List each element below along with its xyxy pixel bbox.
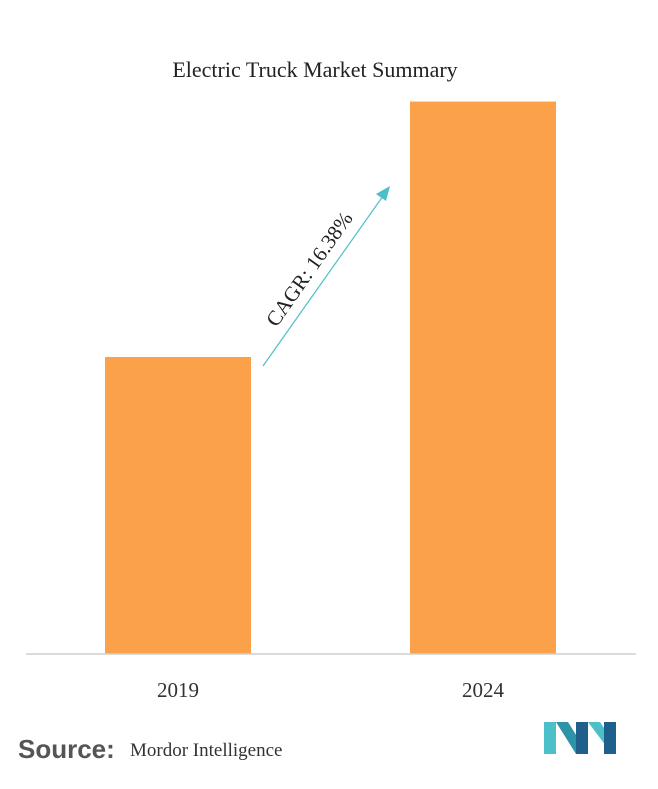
source-label: Source:: [18, 734, 115, 764]
cagr-arrow: [262, 195, 384, 367]
mordor-intelligence-logo: [544, 722, 616, 754]
cagr-label: CAGR: 16.38%: [261, 207, 358, 331]
x-tick-2019: 2019: [157, 678, 199, 702]
source-name: Mordor Intelligence: [130, 740, 282, 761]
chart-title: Electric Truck Market Summary: [172, 57, 457, 82]
x-tick-2024: 2024: [462, 678, 505, 702]
bar-2019: [105, 357, 251, 654]
bars: [105, 101, 556, 654]
bar-2024: [410, 101, 556, 654]
cagr-arrowhead: [376, 186, 390, 201]
x-axis-ticks: 2019 2024: [157, 678, 505, 702]
